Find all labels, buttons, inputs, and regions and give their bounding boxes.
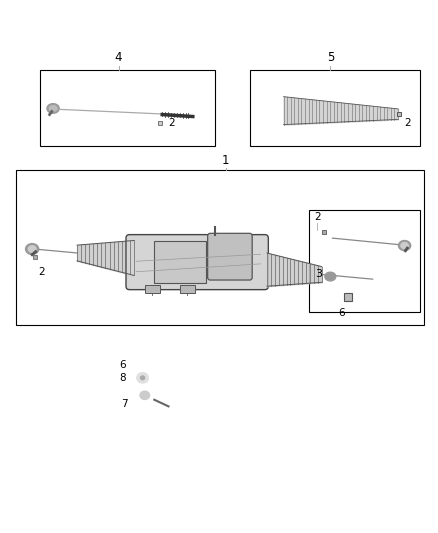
Text: 2: 2 xyxy=(314,212,321,222)
Text: 2: 2 xyxy=(39,268,45,277)
Bar xyxy=(180,285,195,293)
Text: 6: 6 xyxy=(120,360,126,370)
Ellipse shape xyxy=(137,373,148,383)
Bar xyxy=(16,171,424,326)
Text: 1: 1 xyxy=(222,154,230,167)
FancyBboxPatch shape xyxy=(126,235,268,289)
Bar xyxy=(40,70,215,147)
Ellipse shape xyxy=(399,240,411,251)
Text: 8: 8 xyxy=(120,373,126,383)
Ellipse shape xyxy=(47,103,59,113)
Bar xyxy=(308,210,420,312)
Bar xyxy=(145,285,160,293)
Text: 6: 6 xyxy=(338,308,345,318)
Ellipse shape xyxy=(25,244,39,254)
Text: 3: 3 xyxy=(315,269,322,279)
Ellipse shape xyxy=(141,376,145,380)
Text: 4: 4 xyxy=(115,51,122,64)
Text: 2: 2 xyxy=(168,118,174,128)
Text: 7: 7 xyxy=(122,399,128,409)
Ellipse shape xyxy=(401,243,408,248)
Ellipse shape xyxy=(49,106,57,111)
Ellipse shape xyxy=(28,246,36,252)
Ellipse shape xyxy=(325,272,336,281)
Text: 2: 2 xyxy=(404,118,411,128)
Ellipse shape xyxy=(140,391,150,399)
Bar xyxy=(250,70,420,147)
Bar xyxy=(153,241,206,282)
FancyBboxPatch shape xyxy=(208,233,252,280)
Text: 5: 5 xyxy=(327,51,334,64)
